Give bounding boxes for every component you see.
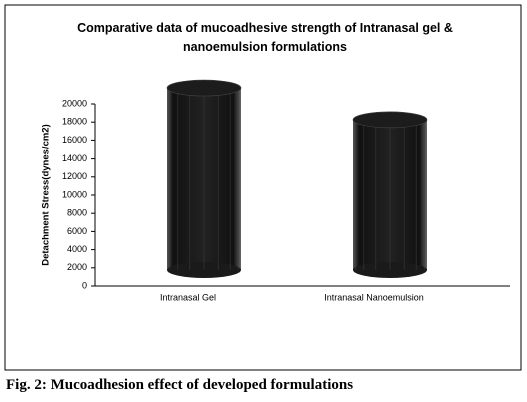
y-tick-label: 10000 bbox=[62, 189, 87, 199]
frame bbox=[4, 4, 522, 371]
y-axis-label: Detachment Stress(dynes/cm2) bbox=[41, 124, 52, 266]
y-tick-label: 12000 bbox=[62, 171, 87, 181]
x-tick-label: Intranasal Nanoemulsion bbox=[324, 292, 424, 302]
chart-title: Comparative data of mucoadhesive strengt… bbox=[77, 21, 453, 54]
figure-caption: Fig. 2: Mucoadhesion effect of developed… bbox=[6, 377, 354, 393]
y-tick-label: 8000 bbox=[67, 208, 87, 218]
y-tick-label: 0 bbox=[82, 280, 87, 290]
y-tick-label: 4000 bbox=[67, 244, 87, 254]
y-tick-label: 6000 bbox=[67, 226, 87, 236]
bar-group bbox=[352, 111, 428, 278]
y-tick-label: 14000 bbox=[62, 153, 87, 163]
y-tick-label: 16000 bbox=[62, 135, 87, 145]
bar-group bbox=[166, 79, 242, 278]
y-tick-label: 18000 bbox=[62, 117, 87, 127]
y-tick-label: 2000 bbox=[67, 262, 87, 272]
y-tick-label: 20000 bbox=[62, 98, 87, 108]
bar-top bbox=[352, 111, 428, 129]
bar-top bbox=[166, 79, 242, 97]
x-tick-label: Intranasal Gel bbox=[160, 292, 216, 302]
